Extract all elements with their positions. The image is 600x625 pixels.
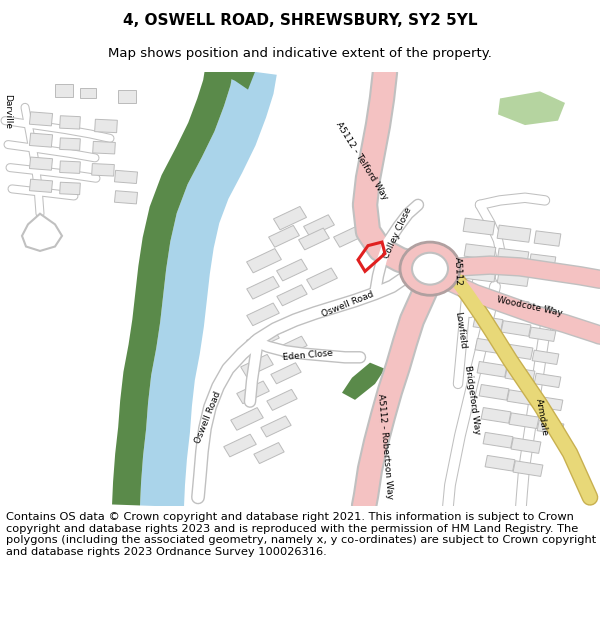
Polygon shape [59,116,80,129]
Polygon shape [59,182,80,194]
Polygon shape [29,133,53,147]
Polygon shape [497,271,529,286]
Polygon shape [464,267,496,282]
Polygon shape [529,327,556,341]
Polygon shape [112,65,233,506]
Text: A5112 - Robertson Way: A5112 - Robertson Way [376,392,394,499]
Polygon shape [503,344,533,359]
Polygon shape [299,228,329,250]
Polygon shape [479,384,509,400]
Polygon shape [511,438,541,453]
Polygon shape [92,164,115,176]
Circle shape [412,253,448,284]
Polygon shape [215,72,255,89]
Polygon shape [483,432,513,448]
Polygon shape [513,461,543,476]
Text: Woodcote Way: Woodcote Way [496,296,563,318]
Polygon shape [471,292,501,308]
Text: 4, OSWELL ROAD, SHREWSBURY, SY2 5YL: 4, OSWELL ROAD, SHREWSBURY, SY2 5YL [123,12,477,28]
Polygon shape [80,88,96,99]
Polygon shape [277,285,307,306]
Polygon shape [241,354,273,377]
Polygon shape [485,456,515,471]
Polygon shape [277,336,307,357]
Text: A5112: A5112 [453,257,463,286]
Polygon shape [254,442,284,464]
Polygon shape [247,328,279,351]
Polygon shape [505,367,535,382]
Polygon shape [307,268,337,290]
Polygon shape [507,390,537,406]
Polygon shape [271,362,301,384]
Polygon shape [534,231,561,246]
Text: Darville: Darville [4,94,13,129]
Text: Lowfield: Lowfield [453,311,467,350]
Polygon shape [304,215,334,237]
Polygon shape [497,225,531,242]
Polygon shape [118,91,136,103]
Polygon shape [499,298,529,313]
Polygon shape [529,254,556,268]
Polygon shape [527,305,554,319]
Polygon shape [59,138,80,151]
Polygon shape [29,179,53,192]
Polygon shape [277,311,307,332]
Polygon shape [269,226,299,248]
Text: Oswell Road: Oswell Road [320,289,376,319]
Polygon shape [334,226,364,248]
Polygon shape [277,259,307,281]
Polygon shape [509,413,539,429]
Polygon shape [247,249,281,273]
Polygon shape [247,276,279,299]
Polygon shape [532,350,559,364]
Polygon shape [237,381,269,404]
Polygon shape [115,191,137,204]
Polygon shape [224,434,256,457]
Polygon shape [55,84,73,97]
Polygon shape [537,420,564,434]
Polygon shape [473,316,503,331]
Text: Armdale: Armdale [534,398,550,437]
Text: Oswell Road: Oswell Road [193,390,223,445]
Polygon shape [247,303,279,326]
Text: Eden Close: Eden Close [283,349,334,362]
Polygon shape [498,91,565,125]
Polygon shape [274,206,307,230]
Polygon shape [95,119,118,132]
Polygon shape [231,408,263,430]
Polygon shape [475,338,505,354]
Polygon shape [22,214,62,251]
Text: Contains OS data © Crown copyright and database right 2021. This information is : Contains OS data © Crown copyright and d… [6,512,596,557]
Text: Colley Close: Colley Close [382,206,414,260]
Circle shape [400,242,460,295]
Text: Map shows position and indicative extent of the property.: Map shows position and indicative extent… [108,48,492,61]
Polygon shape [342,362,385,400]
Polygon shape [115,171,137,184]
Polygon shape [497,248,529,264]
Polygon shape [534,373,561,388]
Polygon shape [140,69,277,507]
Text: A5112 - Telford Way: A5112 - Telford Way [334,120,390,201]
Polygon shape [267,389,297,411]
Polygon shape [501,321,531,336]
Polygon shape [29,112,53,126]
Polygon shape [481,408,511,423]
Polygon shape [29,157,53,170]
Polygon shape [59,161,80,173]
Text: Bridgeford Way: Bridgeford Way [463,365,481,435]
Polygon shape [477,361,507,377]
Polygon shape [261,416,291,437]
Polygon shape [463,218,495,235]
Polygon shape [464,244,496,260]
Polygon shape [536,396,563,411]
Polygon shape [0,72,600,506]
Polygon shape [92,141,115,154]
